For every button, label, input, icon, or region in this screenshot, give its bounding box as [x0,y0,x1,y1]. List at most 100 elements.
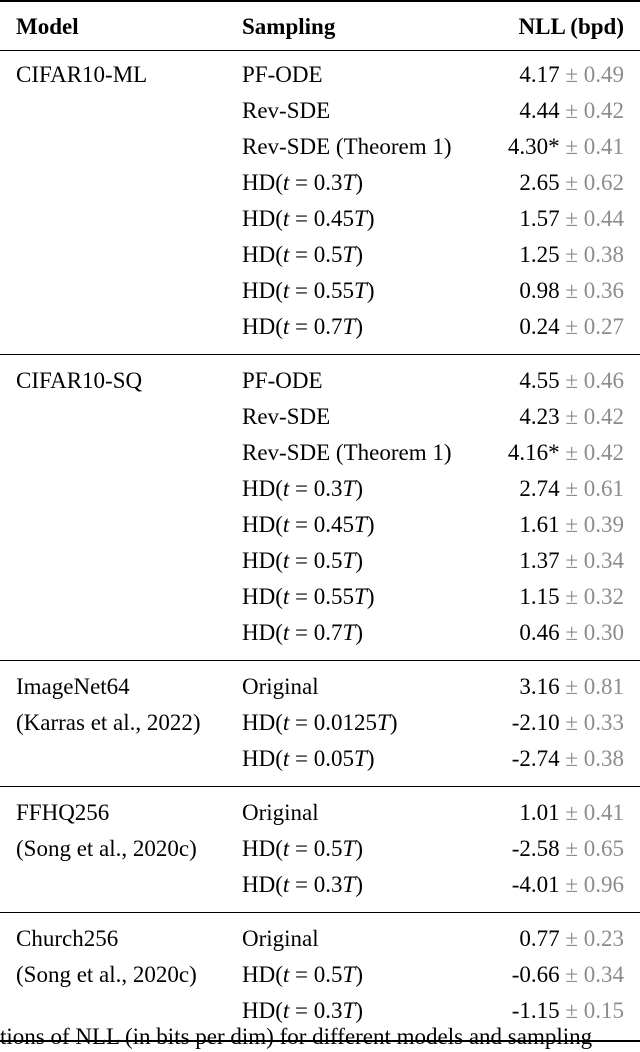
nll-cell: 4.17 ± 0.49 [519,60,624,90]
nll-std: ± 0.46 [565,368,624,393]
sampling-cell: HD(t = 0.7T) [242,314,363,339]
nll-mean: 0.77 [519,926,566,951]
sampling-cell: Rev-SDE (Theorem 1) [242,440,452,465]
nll-std: ± 0.32 [565,584,624,609]
sampling-cell: Original [242,926,319,951]
sampling-cell: HD(t = 0.55T) [242,584,375,609]
table-rule [0,354,640,355]
nll-cell: 1.01 ± 0.41 [519,798,624,828]
nll-std: ± 0.62 [565,170,624,195]
nll-mean: 0.46 [519,620,566,645]
nll-cell: 4.55 ± 0.46 [519,366,624,396]
sampling-cell: HD(t = 0.5T) [242,962,363,987]
nll-cell: -2.58 ± 0.65 [512,834,624,864]
sampling-cell: PF-ODE [242,62,323,87]
nll-cell: 4.16* ± 0.42 [508,438,624,468]
sampling-cell: HD(t = 0.3T) [242,998,363,1023]
nll-mean: 1.61 [519,512,566,537]
nll-std: ± 0.34 [565,962,624,987]
nll-cell: 1.15 ± 0.32 [519,582,624,612]
sampling-cell: Rev-SDE [242,98,331,123]
table-rule [0,1040,640,1042]
nll-mean: 0.98 [519,278,566,303]
table-rule [0,912,640,913]
nll-std: ± 0.65 [565,836,624,861]
nll-mean: 1.15 [519,584,566,609]
model-cell: Church256 [16,926,119,951]
header-model: Model [16,14,79,39]
nll-std: ± 0.81 [565,674,624,699]
nll-mean: 4.16* [507,440,566,465]
model-cell: (Karras et al., 2022) [16,710,201,735]
table-caption-fragment: tions of NLL (in bits per dim) for diffe… [0,1024,593,1049]
sampling-cell: PF-ODE [242,368,323,393]
nll-std: ± 0.15 [565,998,624,1023]
header-sampling: Sampling [242,14,336,39]
nll-cell: -2.74 ± 0.38 [512,744,624,774]
sampling-cell: HD(t = 0.3T) [242,170,363,195]
model-cell: (Song et al., 2020c) [16,836,197,861]
table-rule [0,660,640,661]
nll-mean: 1.37 [519,548,566,573]
nll-mean: 4.17 [519,62,566,87]
sampling-cell: HD(t = 0.0125T) [242,710,398,735]
nll-cell: 3.16 ± 0.81 [519,672,624,702]
nll-std: ± 0.41 [565,800,624,825]
nll-std: ± 0.30 [565,620,624,645]
nll-std: ± 0.96 [565,872,624,897]
model-cell: CIFAR10-ML [16,62,148,87]
sampling-cell: Original [242,674,319,699]
nll-std: ± 0.42 [565,404,624,429]
nll-cell: 4.23 ± 0.42 [519,402,624,432]
sampling-cell: HD(t = 0.45T) [242,512,375,537]
sampling-cell: HD(t = 0.45T) [242,206,375,231]
nll-mean: 4.30* [507,134,566,159]
model-cell: CIFAR10-SQ [16,368,143,393]
nll-cell: -1.15 ± 0.15 [512,996,624,1026]
model-cell: ImageNet64 [16,674,130,699]
sampling-cell: HD(t = 0.3T) [242,872,363,897]
nll-std: ± 0.49 [565,62,624,87]
nll-std: ± 0.36 [565,278,624,303]
nll-std: ± 0.23 [565,926,624,951]
nll-std: ± 0.41 [565,134,624,159]
nll-std: ± 0.44 [565,206,624,231]
nll-mean: -0.66 [511,962,566,987]
nll-mean: 2.65 [519,170,566,195]
nll-cell: 1.37 ± 0.34 [519,546,624,576]
nll-cell: 1.57 ± 0.44 [519,204,624,234]
nll-cell: 1.25 ± 0.38 [519,240,624,270]
nll-mean: -2.74 [511,746,566,771]
nll-cell: 4.30* ± 0.41 [508,132,624,162]
nll-std: ± 0.33 [565,710,624,735]
sampling-cell: Rev-SDE (Theorem 1) [242,134,452,159]
nll-cell: -2.10 ± 0.33 [512,708,624,738]
nll-std: ± 0.34 [565,548,624,573]
nll-cell: 4.44 ± 0.42 [519,96,624,126]
nll-std: ± 0.38 [565,746,624,771]
table-rule [0,50,640,51]
nll-cell: 1.61 ± 0.39 [519,510,624,540]
nll-cell: 0.98 ± 0.36 [519,276,624,306]
nll-cell: 2.65 ± 0.62 [519,168,624,198]
sampling-cell: HD(t = 0.3T) [242,476,363,501]
nll-cell: -0.66 ± 0.34 [512,960,624,990]
nll-mean: 1.25 [519,242,566,267]
nll-cell: -4.01 ± 0.96 [512,870,624,900]
nll-mean: 0.24 [519,314,566,339]
sampling-cell: Rev-SDE [242,404,331,429]
nll-mean: 1.57 [519,206,566,231]
sampling-cell: HD(t = 0.5T) [242,836,363,861]
nll-mean: 4.23 [519,404,566,429]
nll-std: ± 0.42 [565,98,624,123]
nll-std: ± 0.38 [565,242,624,267]
nll-std: ± 0.39 [565,512,624,537]
nll-mean: -1.15 [511,998,566,1023]
nll-std: ± 0.61 [565,476,624,501]
nll-std: ± 0.42 [565,440,624,465]
nll-cell: 0.77 ± 0.23 [519,924,624,954]
table-rule [0,786,640,787]
sampling-cell: HD(t = 0.55T) [242,278,375,303]
nll-std: ± 0.27 [565,314,624,339]
nll-mean: 1.01 [519,800,566,825]
